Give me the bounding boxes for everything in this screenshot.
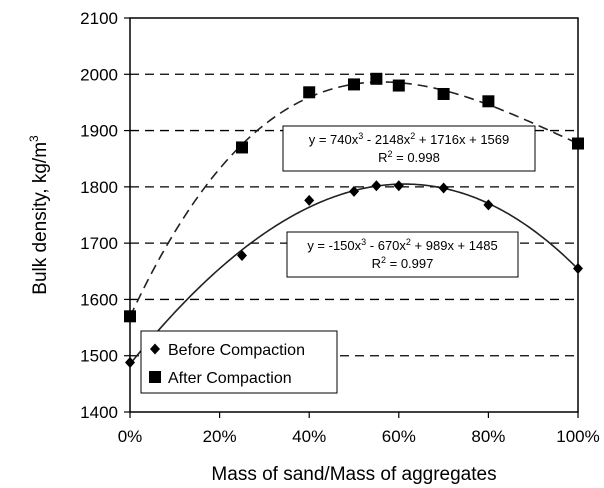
x-tick-label: 80%	[471, 427, 505, 446]
y-tick-label: 1400	[80, 403, 118, 422]
after-compaction-fit-box	[282, 125, 536, 172]
before-compaction-fit-equation-part: y = -150x	[307, 238, 361, 253]
after-compaction-fit-r-squared-part: R	[378, 150, 387, 165]
before-compaction-fit-r-squared-part: 2	[381, 255, 386, 265]
x-tick-label: 60%	[382, 427, 416, 446]
legend-box	[140, 330, 338, 394]
trendlines	[129, 81, 579, 365]
point-before-compaction	[438, 182, 449, 194]
point-before-compaction	[349, 185, 359, 197]
legend-after-compaction-label: After Compaction	[168, 370, 292, 387]
point-before-compaction	[304, 194, 315, 206]
point-after-compaction	[437, 87, 450, 100]
point-after-compaction	[124, 310, 136, 323]
after-compaction-fit-equation-part: - 2148x	[363, 132, 410, 147]
after-compaction-fit-equation-part: 3	[358, 131, 363, 141]
data-points	[124, 72, 584, 368]
point-after-compaction	[348, 78, 360, 91]
after-compaction-fit-equation-part: y = 740x	[309, 132, 359, 147]
axis-ticks: 1400 1500 1600 1700 1800 1900 2000 2100 0% 20% 40%…	[80, 9, 600, 446]
x-tick-label: 40%	[292, 427, 326, 446]
point-before-compaction	[237, 250, 247, 262]
after-compaction-fit-r-squared: R2 = 0.998	[378, 149, 440, 165]
y-tick-label: 1600	[80, 290, 118, 309]
legend-before-compaction-label: Before Compaction	[168, 342, 305, 359]
y-tick-label: 2000	[80, 65, 118, 84]
legend-after-compaction-marker	[149, 371, 161, 383]
before-compaction-fit-equation: y = -150x3 - 670x2 + 989x + 1485	[307, 237, 497, 253]
x-tick-label: 100%	[556, 427, 599, 446]
y-tick-label: 1700	[80, 234, 118, 253]
point-before-compaction	[393, 180, 404, 192]
x-axis-title: Mass of sand/Mass of aggregates	[211, 464, 496, 485]
after-compaction-fit-equation-part: + 1716x + 1569	[415, 132, 509, 147]
point-before-compaction	[483, 199, 494, 211]
before-compaction-fit-equation-part: 3	[361, 237, 366, 247]
y-axis-title: Bulk density, kg/m3	[27, 135, 51, 295]
x-tick-label: 20%	[203, 427, 237, 446]
point-after-compaction	[392, 79, 405, 92]
legend: Before Compaction After Compaction	[140, 330, 338, 394]
x-tick-label: 0%	[118, 427, 143, 446]
trendline-after-compaction	[129, 81, 579, 318]
before-compaction-fit-r-squared: R2 = 0.997	[372, 255, 434, 271]
before-compaction-fit-equation-part: - 670x	[366, 238, 406, 253]
y-tick-label: 2100	[80, 9, 118, 28]
before-compaction-fit-r-squared-part: R	[372, 256, 381, 271]
before-compaction-fit-r-squared-part: = 0.997	[386, 256, 433, 271]
before-compaction-fit-box	[286, 231, 519, 278]
point-after-compaction	[370, 72, 383, 85]
before-compaction-fit-equation-part: + 989x + 1485	[411, 238, 498, 253]
y-axis-title-text: Bulk density, kg/m	[30, 142, 51, 295]
before-compaction-fit-equation-part: 2	[406, 237, 411, 247]
plot-area-frame	[129, 17, 579, 413]
point-after-compaction	[236, 141, 248, 154]
after-compaction-fit-r-squared-part: = 0.998	[393, 150, 440, 165]
after-compaction-fit-r-squared-part: 2	[388, 149, 393, 159]
legend-before-compaction-marker	[150, 343, 160, 355]
point-before-compaction	[371, 180, 382, 192]
y-tick-label: 1900	[80, 122, 118, 141]
point-after-compaction	[303, 86, 316, 99]
y-axis-title-superscript: 3	[27, 135, 41, 142]
point-before-compaction	[125, 356, 135, 368]
point-before-compaction	[573, 262, 583, 274]
after-compaction-fit-equation-part: 2	[410, 131, 415, 141]
point-after-compaction	[482, 95, 495, 108]
y-tick-label: 1500	[80, 347, 118, 366]
after-compaction-fit-equation: y = 740x3 - 2148x2 + 1716x + 1569	[309, 131, 510, 147]
point-after-compaction	[572, 137, 584, 150]
y-tick-label: 1800	[80, 178, 118, 197]
